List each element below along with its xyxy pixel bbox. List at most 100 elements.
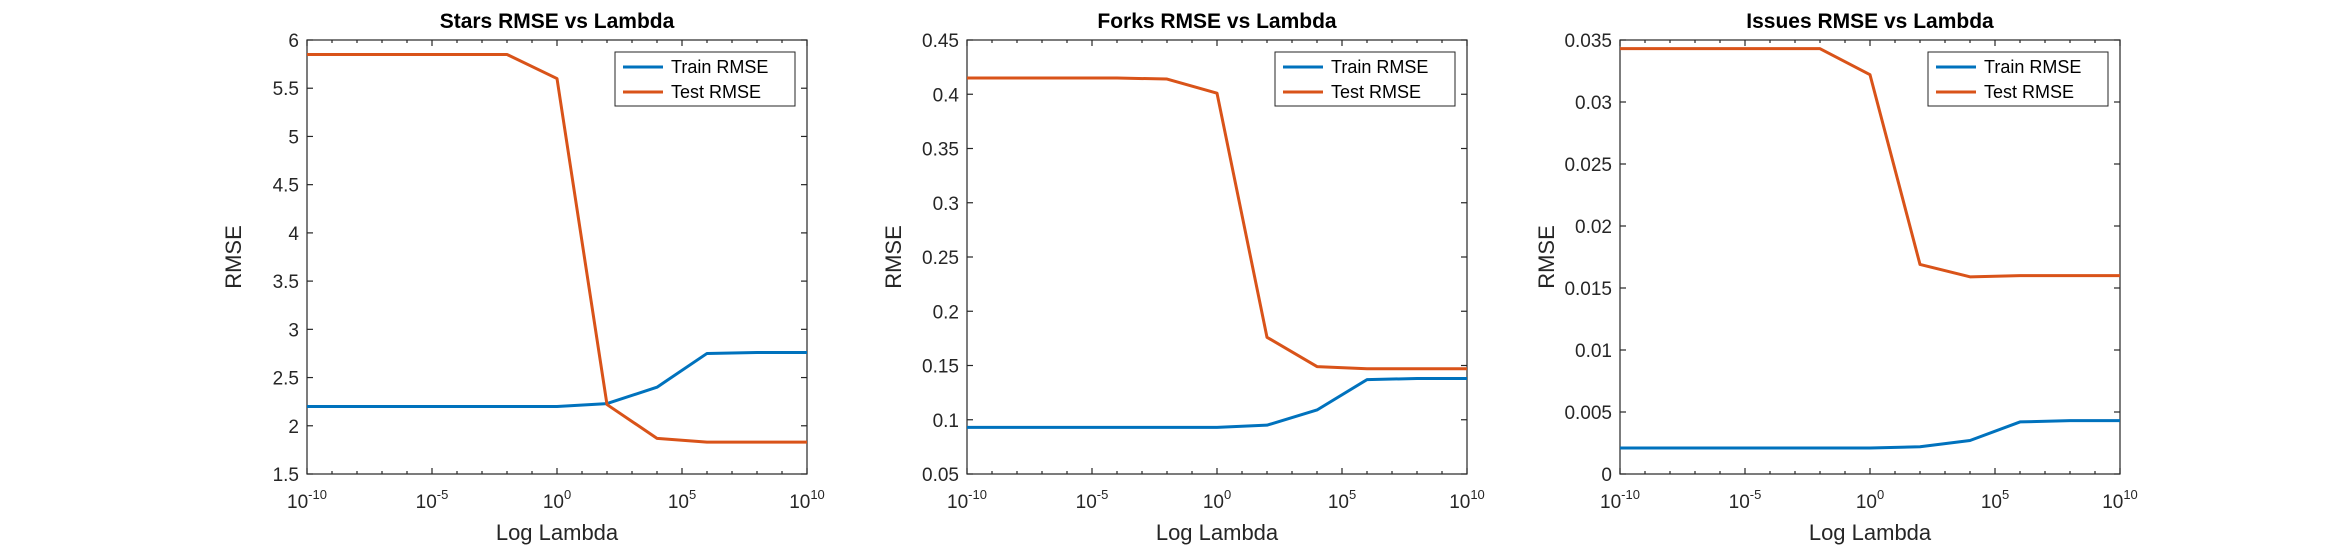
y-tick-label: 0.1 [933,411,959,432]
x-tick-label: 10-10 [1600,487,1640,513]
x-tick-exponent: -5 [1097,487,1109,502]
chart-panel-3: Issues RMSE vs Lambda 0 0.005 0.01 0.015 0.02… [1534,10,2138,545]
y-tick-label: 0.4 [933,85,960,106]
y-tick-label: 0.02 [1575,217,1612,238]
plot-area [1619,39,2121,475]
legend-label: Test RMSE [671,82,761,102]
series-line-train [307,350,807,408]
x-tick-label: 10-5 [416,487,449,513]
x-tick-exponent: -10 [308,487,327,502]
y-tick-label: 1.5 [273,465,299,486]
x-tick-base: 10 [416,492,437,513]
chart-panel-2: Forks RMSE vs Lambda 0.05 0.1 0.15 0.2 0.25 0.… [881,10,1485,545]
y-axis-label: RMSE [1534,225,1559,289]
x-tick-exponent: 0 [564,487,571,502]
x-tick-exponent: 0 [1224,487,1231,502]
y-tick-label: 4.5 [273,176,299,197]
y-tick-label: 0.005 [1564,403,1612,424]
y-tick-label: 0.015 [1564,279,1612,300]
legend-box [1927,51,2109,107]
chart-panel-1: Stars RMSE vs Lambda 1.5 2 2.5 3 3.5 4 4.5 5 5.5 6… [221,10,825,545]
y-tick-label: 3 [288,320,299,341]
y-tick-label: 0.025 [1564,155,1612,176]
x-tick-label: 100 [543,487,571,513]
x-tick-exponent: 5 [1349,487,1356,502]
x-tick-exponent: 10 [1470,487,1484,502]
x-tick-base: 10 [287,492,308,513]
y-tick-label: 3.5 [273,272,299,293]
x-tick-label: 1010 [2102,487,2138,513]
x-tick-label: 100 [1856,487,1884,513]
series-line-test [1620,47,2120,279]
legend-label: Train RMSE [1331,57,1428,77]
y-tick-label: 4 [288,224,299,245]
y-tick-label: 0.035 [1564,31,1612,52]
x-tick-exponent: 5 [2002,487,2009,502]
x-tick-label: 105 [668,487,696,513]
chart-title: Forks RMSE vs Lambda [1097,10,1337,33]
y-tick-label: 0.3 [933,194,959,215]
x-tick-base: 10 [789,492,810,513]
x-tick-base: 10 [1981,492,2002,513]
x-tick-base: 10 [2102,492,2123,513]
chart-title: Stars RMSE vs Lambda [440,10,675,33]
series-line-train [967,377,1467,429]
x-tick-label: 10-10 [947,487,987,513]
x-tick-label: 105 [1328,487,1356,513]
x-tick-base: 10 [543,492,564,513]
x-tick-exponent: 10 [2123,487,2137,502]
y-tick-label: 2 [288,417,299,438]
x-axis-label: Log Lambda [1156,520,1279,545]
x-tick-base: 10 [1203,492,1224,513]
x-tick-base: 10 [1328,492,1349,513]
x-tick-label: 10-5 [1729,487,1762,513]
y-tick-label: 0 [1601,465,1612,486]
y-tick-label: 5.5 [273,79,299,100]
legend: Train RMSE Test RMSE [614,51,796,107]
y-tick-label: 0.35 [922,140,959,161]
y-tick-label: 0.15 [922,357,959,378]
x-tick-exponent: -5 [1750,487,1762,502]
x-tick-label: 105 [1981,487,2009,513]
y-tick-label: 0.45 [922,31,959,52]
x-tick-exponent: -10 [968,487,987,502]
y-tick-label: 0.2 [933,302,959,323]
series-line-test [967,76,1467,371]
x-tick-label: 1010 [1449,487,1485,513]
legend: Train RMSE Test RMSE [1927,51,2109,107]
plot-area [966,39,1468,475]
x-tick-label: 10-5 [1076,487,1109,513]
x-tick-exponent: 0 [1877,487,1884,502]
legend-box [1274,51,1456,107]
x-axis-label: Log Lambda [1809,520,1932,545]
x-tick-exponent: -5 [437,487,449,502]
y-tick-label: 0.03 [1575,93,1612,114]
y-tick-label: 6 [288,31,299,52]
y-tick-label: 0.01 [1575,341,1612,362]
y-axis-label: RMSE [221,225,246,289]
x-tick-base: 10 [1600,492,1621,513]
y-tick-label: 0.05 [922,465,959,486]
series-line-test [307,52,807,444]
x-tick-label: 1010 [789,487,825,513]
x-tick-label: 10-10 [287,487,327,513]
legend-label: Test RMSE [1331,82,1421,102]
x-tick-exponent: -10 [1621,487,1640,502]
legend: Train RMSE Test RMSE [1274,51,1456,107]
legend-label: Test RMSE [1984,82,2074,102]
x-tick-exponent: 10 [810,487,824,502]
y-tick-label: 2.5 [273,369,299,390]
x-tick-base: 10 [1449,492,1470,513]
x-tick-base: 10 [668,492,689,513]
x-tick-base: 10 [1729,492,1750,513]
x-tick-base: 10 [1856,492,1877,513]
x-tick-base: 10 [947,492,968,513]
y-axis-label: RMSE [881,225,906,289]
legend-label: Train RMSE [671,57,768,77]
legend-label: Train RMSE [1984,57,2081,77]
y-tick-label: 5 [288,127,299,148]
x-tick-exponent: 5 [689,487,696,502]
y-tick-label: 0.25 [922,248,959,269]
chart-title: Issues RMSE vs Lambda [1746,10,1994,33]
